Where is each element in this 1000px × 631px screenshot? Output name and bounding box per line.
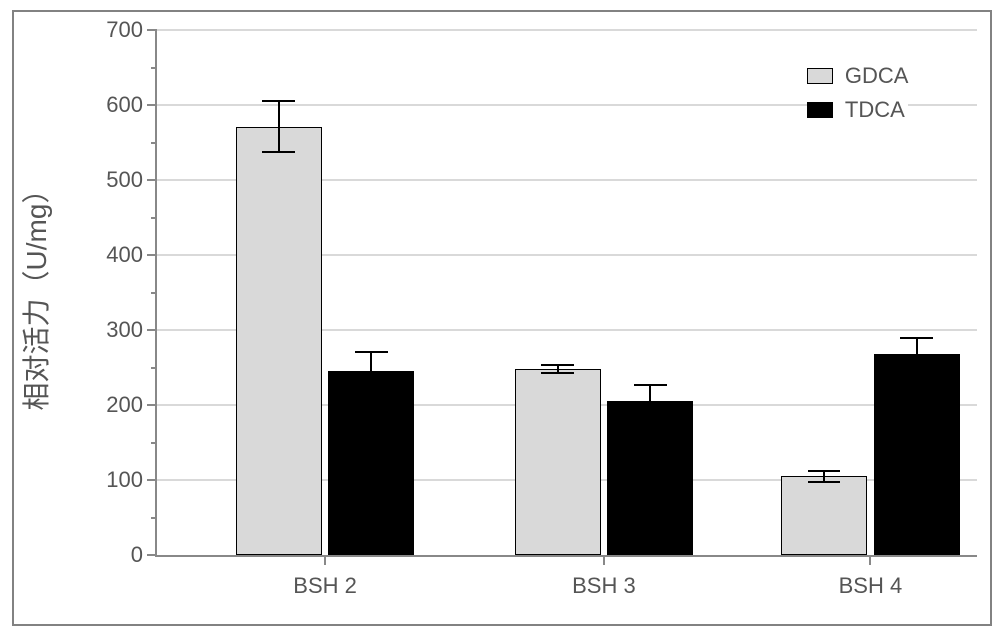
error-cap bbox=[355, 390, 388, 392]
y-minor-tick bbox=[151, 217, 157, 219]
y-minor-tick bbox=[151, 292, 157, 294]
bar bbox=[328, 371, 414, 555]
y-tick-label: 300 bbox=[106, 317, 157, 343]
error-cap bbox=[541, 364, 574, 366]
legend-label: GDCA bbox=[845, 63, 909, 89]
bar-chart: 0 100 200 300 400 500 600 700 BSH 2 BSH 3 BSH 4 相对… bbox=[0, 0, 1000, 631]
y-minor-tick bbox=[151, 142, 157, 144]
error-cap bbox=[808, 470, 841, 472]
y-minor-tick bbox=[151, 517, 157, 519]
legend-label: TDCA bbox=[845, 97, 905, 123]
error-cap bbox=[634, 384, 667, 386]
y-minor-tick bbox=[151, 367, 157, 369]
bar bbox=[236, 127, 322, 555]
y-minor-tick bbox=[151, 442, 157, 444]
x-tick-label: BSH 4 bbox=[839, 555, 903, 599]
error-cap bbox=[355, 351, 388, 353]
gridline bbox=[157, 29, 977, 31]
y-tick-label: 100 bbox=[106, 467, 157, 493]
error-cap bbox=[262, 151, 295, 153]
x-tick-label: BSH 2 bbox=[293, 555, 357, 599]
y-tick-label: 200 bbox=[106, 392, 157, 418]
error-cap bbox=[634, 415, 667, 417]
error-cap bbox=[541, 372, 574, 374]
x-tick-label: BSH 3 bbox=[572, 555, 636, 599]
bar bbox=[874, 354, 960, 555]
error-cap bbox=[262, 100, 295, 102]
y-tick-label: 600 bbox=[106, 92, 157, 118]
error-bar bbox=[278, 101, 280, 152]
error-cap bbox=[900, 337, 933, 339]
y-tick-label: 400 bbox=[106, 242, 157, 268]
bar bbox=[781, 476, 867, 555]
y-axis-title: 相对活力（U/mg） bbox=[15, 175, 55, 410]
y-tick-label: 0 bbox=[131, 542, 157, 568]
error-bar bbox=[916, 338, 918, 371]
bar bbox=[515, 369, 601, 555]
error-cap bbox=[808, 481, 841, 483]
legend-swatch bbox=[807, 102, 833, 118]
legend-item: GDCA bbox=[807, 59, 909, 93]
y-tick-label: 500 bbox=[106, 167, 157, 193]
legend-item: TDCA bbox=[807, 93, 909, 127]
bar bbox=[607, 401, 693, 556]
y-tick-label: 700 bbox=[106, 17, 157, 43]
error-cap bbox=[900, 370, 933, 372]
error-bar bbox=[649, 385, 651, 417]
legend: GDCA TDCA bbox=[807, 59, 909, 127]
legend-swatch bbox=[807, 68, 833, 84]
error-bar bbox=[370, 352, 372, 391]
y-minor-tick bbox=[151, 67, 157, 69]
